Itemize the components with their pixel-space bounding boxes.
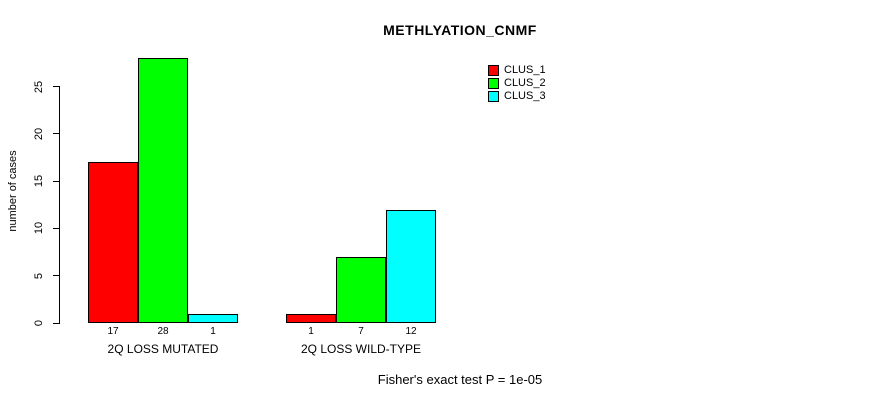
y-axis-tick: [53, 322, 60, 324]
y-axis-tick-label: 0: [33, 319, 45, 327]
legend-color-swatch: [488, 91, 499, 102]
y-axis-tick: [53, 86, 60, 88]
y-axis-tick: [53, 133, 60, 135]
legend-color-swatch: [488, 78, 499, 89]
y-axis-tick-label: 15: [33, 175, 45, 188]
y-axis-tick-label: 20: [33, 127, 45, 140]
y-axis-label: number of cases: [7, 150, 19, 232]
annotation-text: Fisher's exact test P = 1e-05: [377, 372, 543, 387]
y-axis-line: [59, 86, 60, 323]
legend-label: CLUS_3: [504, 90, 546, 102]
bar: [286, 313, 336, 323]
bar-value-label: 1: [308, 326, 314, 337]
chart-title: METHLYATION_CNMF: [383, 22, 537, 38]
x-axis-group-label: 2Q LOSS MUTATED: [107, 342, 219, 356]
y-axis-tick: [53, 227, 60, 229]
bar: [138, 58, 188, 323]
bar-value-label: 1: [210, 326, 216, 337]
x-axis-group-label: 2Q LOSS WILD-TYPE: [300, 342, 422, 356]
bar-value-label: 7: [358, 326, 364, 337]
y-axis-tick-label: 10: [33, 222, 45, 235]
y-axis-tick: [53, 180, 60, 182]
bar: [188, 313, 238, 323]
y-axis-tick-label: 5: [33, 272, 45, 279]
legend-label: CLUS_2: [504, 77, 546, 89]
bar-value-label: 28: [157, 326, 169, 337]
y-axis-tick-label: 25: [33, 80, 45, 93]
bar: [88, 162, 138, 323]
y-axis-tick: [53, 275, 60, 277]
bar: [386, 209, 436, 323]
legend-label: CLUS_1: [504, 64, 546, 76]
bar-value-label: 17: [107, 326, 119, 337]
legend-color-swatch: [488, 65, 499, 76]
bar-value-label: 12: [405, 326, 417, 337]
bar: [336, 256, 386, 323]
